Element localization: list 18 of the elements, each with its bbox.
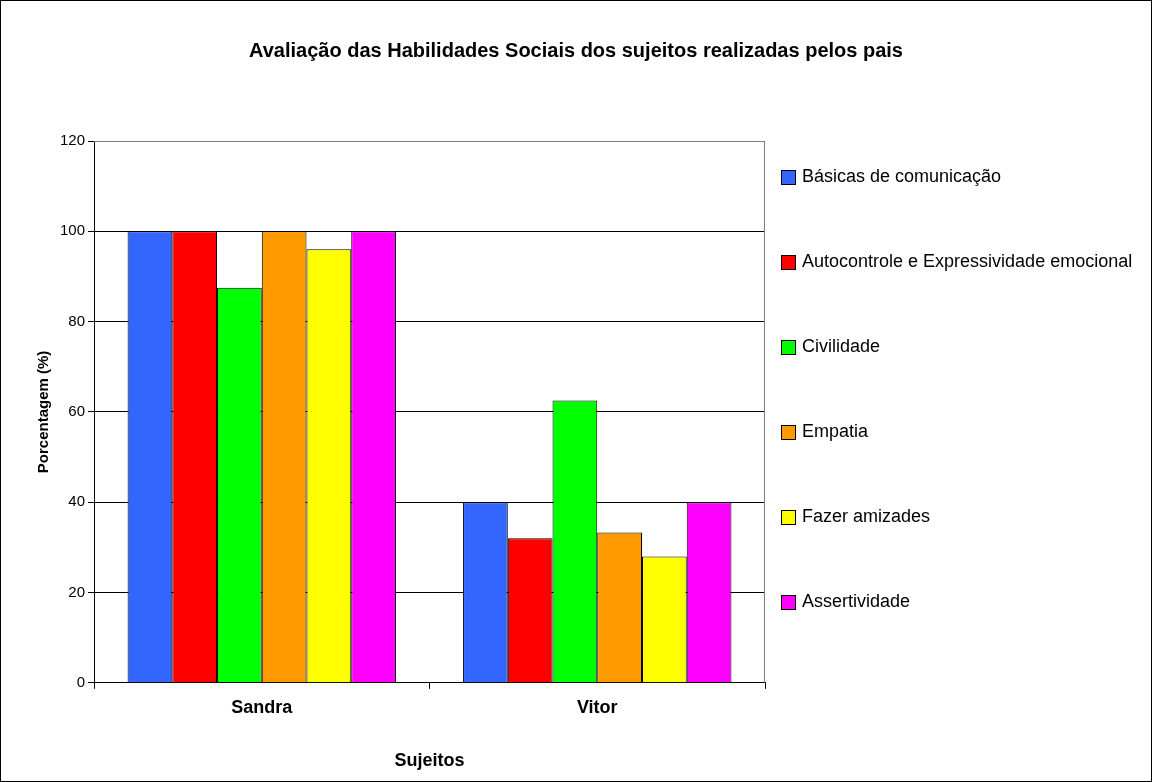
y-tick-label: 100 xyxy=(60,221,86,239)
y-tick-label: 40 xyxy=(68,492,86,510)
legend-label: Autocontrole e Expressividade emocional xyxy=(802,251,1133,272)
y-tick-label: 80 xyxy=(68,311,86,329)
legend-label: Civilidade xyxy=(802,336,881,357)
legend-label: Básicas de comunicação xyxy=(802,166,1002,187)
y-axis-title: Porcentagem (%) xyxy=(34,350,52,474)
y-tick-label: 60 xyxy=(68,402,86,420)
legend-label: Assertividade xyxy=(802,591,911,612)
x-axis-title: Sujeitos xyxy=(394,750,465,771)
y-tick-label: 0 xyxy=(76,672,86,690)
chart-title: Avaliação das Habilidades Sociais dos sujeitos realizadas pelos pais xyxy=(248,39,904,62)
y-tick-label: 120 xyxy=(60,131,86,149)
x-tick-label: Vitor xyxy=(576,696,618,717)
legend-label: Fazer amizades xyxy=(802,506,931,527)
legend-label: Empatia xyxy=(802,421,869,442)
y-tick-label: 20 xyxy=(68,582,86,600)
x-tick-label: Sandra xyxy=(231,696,294,717)
